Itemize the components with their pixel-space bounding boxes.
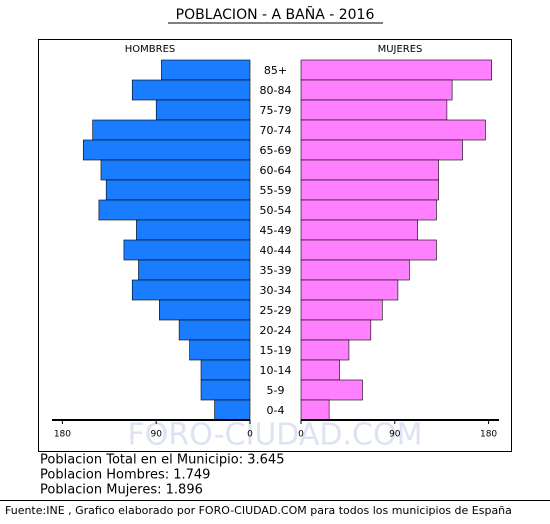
bar — [300, 99, 448, 121]
category-label: 75-79 — [260, 104, 292, 117]
note: Poblacion Mujeres: 1.896 — [40, 483, 203, 498]
bar — [300, 239, 437, 261]
category-label: 40-44 — [260, 244, 292, 257]
bar — [131, 279, 251, 301]
bar — [131, 79, 251, 101]
bar — [98, 199, 251, 221]
bar — [300, 219, 419, 241]
bar — [300, 119, 486, 141]
category-label: 45-49 — [260, 224, 292, 237]
category-label: 55-59 — [260, 184, 292, 197]
bar — [82, 139, 251, 161]
bar — [92, 119, 251, 141]
category-label: 65-69 — [260, 144, 292, 157]
bar — [300, 339, 350, 361]
bar — [200, 359, 251, 381]
source: Fuente:INE , Grafico elaborado por FORO-… — [5, 504, 512, 517]
legend-label: MUJERES — [378, 44, 423, 55]
category-label: 30-34 — [260, 284, 292, 297]
category-label: 10-14 — [260, 364, 292, 377]
note: Poblacion Total en el Municipio: 3.645 — [40, 453, 284, 468]
bar — [300, 319, 372, 341]
bar — [159, 299, 251, 321]
category-label: 25-29 — [260, 304, 292, 317]
bar — [138, 259, 251, 281]
bar — [178, 319, 251, 341]
category-label: 80-84 — [260, 84, 292, 97]
bar — [300, 359, 340, 381]
category-label: 60-64 — [260, 164, 292, 177]
bar — [300, 259, 410, 281]
bar — [136, 219, 251, 241]
chart-title: POBLACION - A BAÑA - 2016 — [176, 6, 375, 23]
category-label: 70-74 — [260, 124, 292, 137]
bar — [300, 399, 330, 421]
bar — [155, 99, 251, 121]
watermark: FORO-CIUDAD.COM — [128, 418, 423, 453]
category-label: 50-54 — [260, 204, 292, 217]
category-label: 85+ — [264, 64, 287, 77]
bar — [300, 299, 383, 321]
bar — [123, 239, 251, 261]
bar — [200, 379, 251, 401]
x-tick-label: 0 — [298, 430, 304, 440]
legend-label: HOMBRES — [125, 44, 176, 55]
note: Poblacion Hombres: 1.749 — [40, 468, 210, 483]
x-tick-label: 0 — [247, 430, 253, 440]
x-tick-label: 180 — [54, 430, 71, 440]
bar — [300, 179, 439, 201]
bar — [300, 379, 363, 401]
category-label: 20-24 — [260, 324, 292, 337]
category-label: 15-19 — [260, 344, 292, 357]
bar — [300, 199, 437, 221]
category-label: 0-4 — [267, 404, 285, 417]
bar — [300, 279, 399, 301]
bar — [300, 79, 453, 101]
bar — [214, 399, 251, 421]
bar — [100, 159, 251, 181]
bar — [189, 339, 251, 361]
x-tick-label: 90 — [389, 430, 401, 440]
bar — [105, 179, 251, 201]
category-label: 5-9 — [267, 384, 285, 397]
bar — [161, 59, 251, 81]
bar — [300, 159, 439, 181]
bar — [300, 59, 493, 81]
category-label: 35-39 — [260, 264, 292, 277]
bar — [300, 139, 463, 161]
x-tick-label: 90 — [150, 430, 162, 440]
x-tick-label: 180 — [480, 430, 497, 440]
